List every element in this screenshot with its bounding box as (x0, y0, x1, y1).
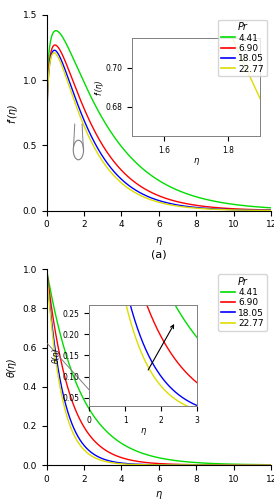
Text: (a): (a) (151, 250, 167, 260)
Legend: 4.41, 6.90, 18.05, 22.77: 4.41, 6.90, 18.05, 22.77 (218, 274, 267, 330)
Y-axis label: θ(η): θ(η) (7, 358, 17, 377)
X-axis label: η: η (156, 235, 162, 245)
Y-axis label: f'(η): f'(η) (7, 103, 17, 122)
X-axis label: η: η (156, 490, 162, 500)
Legend: 4.41, 6.90, 18.05, 22.77: 4.41, 6.90, 18.05, 22.77 (218, 20, 267, 76)
